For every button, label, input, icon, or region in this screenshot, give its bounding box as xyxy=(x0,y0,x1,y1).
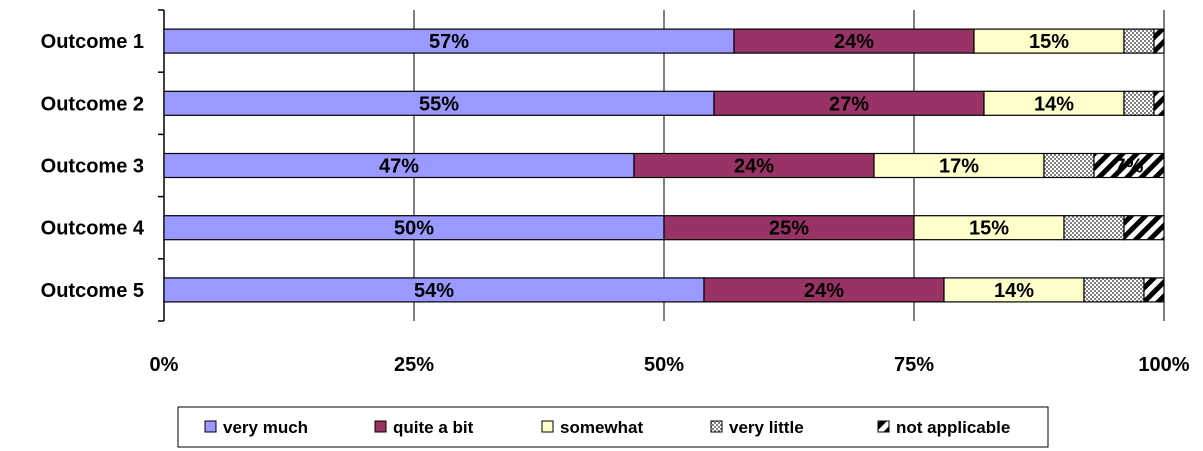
legend-swatch xyxy=(877,420,890,433)
x-tick-label: 25% xyxy=(394,354,434,376)
bar-segment xyxy=(733,28,975,54)
bar-segment xyxy=(913,215,1065,241)
data-label: 17% xyxy=(939,156,979,178)
plot-area: 0% 25% 50% 75% 100% Outcome 1 57% 24% 15% Outcome… xyxy=(41,9,1190,376)
legend-label: quite a bit xyxy=(393,418,474,437)
bar-segment xyxy=(163,215,665,241)
data-label: 25% xyxy=(769,218,809,240)
x-tick-label: 100% xyxy=(1138,354,1189,376)
bar-segment xyxy=(703,277,945,303)
category-label: Outcome 1 xyxy=(41,31,144,53)
legend-label: very little xyxy=(729,418,804,437)
legend-swatch xyxy=(541,420,554,433)
bar-segment xyxy=(163,90,715,116)
bar-segment xyxy=(163,28,735,54)
bar-segment xyxy=(1143,277,1165,303)
data-label: 15% xyxy=(969,218,1009,240)
data-label: 14% xyxy=(1034,93,1074,115)
legend-label: somewhat xyxy=(560,418,643,437)
legend-swatch xyxy=(204,420,217,433)
data-label: 55% xyxy=(419,93,459,115)
category-label: Outcome 5 xyxy=(41,280,144,302)
bar-segment xyxy=(1123,90,1155,116)
x-tick-label: 0% xyxy=(150,354,179,376)
bar-segment xyxy=(1153,28,1165,54)
legend-swatch xyxy=(374,420,387,433)
category-label: Outcome 3 xyxy=(41,156,144,178)
category-label: Outcome 4 xyxy=(41,218,145,240)
legend-box xyxy=(177,406,1049,448)
bar-segment xyxy=(1123,28,1155,54)
legend: very much quite a bit somewhat very little n… xyxy=(177,406,1049,448)
data-label: 27% xyxy=(829,93,869,115)
legend-label: not applicable xyxy=(896,418,1010,437)
data-label: 47% xyxy=(379,156,419,178)
bar-segment xyxy=(163,277,705,303)
bar-segment xyxy=(1043,152,1095,179)
x-tick-label: 50% xyxy=(644,354,684,376)
data-label: 24% xyxy=(804,280,844,302)
bar-segment xyxy=(663,215,915,241)
bar-segment xyxy=(163,152,635,179)
bar-segment xyxy=(1063,215,1125,241)
bar-segment xyxy=(943,277,1085,303)
bar-segment xyxy=(713,90,985,116)
x-tick-label: 75% xyxy=(894,354,934,376)
data-label: 7% xyxy=(1115,156,1144,178)
bar-segment xyxy=(1083,277,1145,303)
data-label: 50% xyxy=(394,218,434,240)
legend-label: very much xyxy=(223,418,308,437)
data-label: 24% xyxy=(834,31,874,53)
data-label: 15% xyxy=(1029,31,1069,53)
bar-segment xyxy=(873,152,1045,179)
category-label: Outcome 2 xyxy=(41,93,144,115)
bar-segment xyxy=(1123,215,1165,241)
legend-swatch xyxy=(710,420,723,433)
data-label: 14% xyxy=(994,280,1034,302)
bar-segment xyxy=(983,90,1125,116)
data-label: 57% xyxy=(429,31,469,53)
bar-segment xyxy=(1093,152,1165,179)
data-label: 24% xyxy=(734,156,774,178)
bar-segment xyxy=(1153,90,1165,116)
data-label: 54% xyxy=(414,280,454,302)
